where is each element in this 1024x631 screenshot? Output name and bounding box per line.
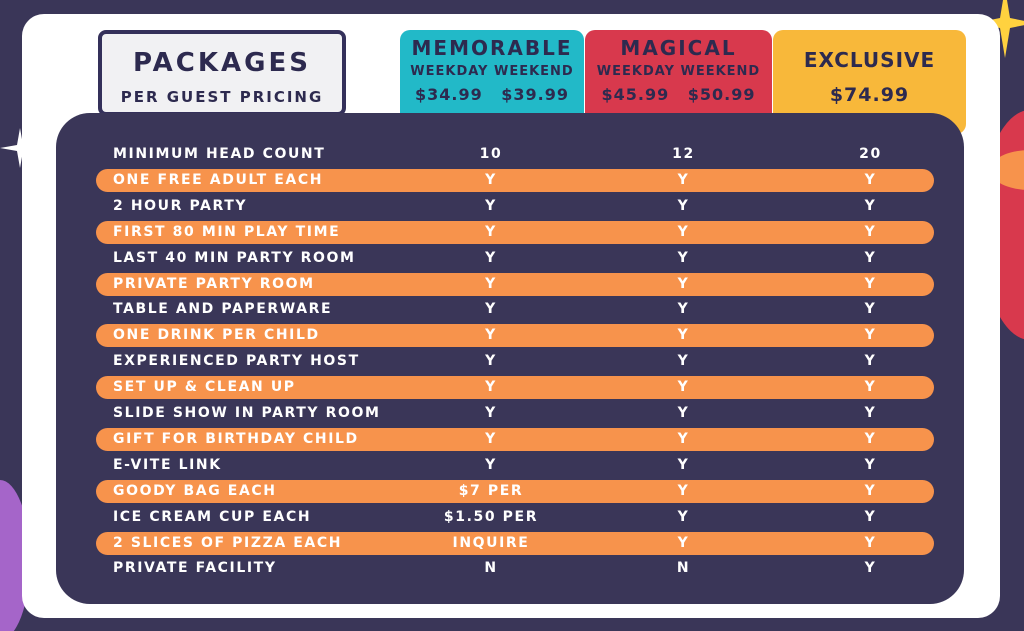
table-row: ONE FREE ADULT EACH Y Y Y (96, 168, 934, 192)
feature-label: PRIVATE FACILITY (113, 560, 277, 577)
exclusive-value: Y (864, 405, 877, 421)
table-row: LAST 40 MIN PARTY ROOM Y Y Y (96, 247, 934, 270)
memorable-value: Y (485, 249, 497, 266)
exclusive-value: Y (864, 534, 877, 551)
table-row: PRIVATE PARTY ROOM Y Y Y (96, 272, 934, 296)
memorable-value: Y (485, 171, 497, 188)
memorable-value: Y (485, 430, 497, 447)
table-row: GOODY BAG EACH $7 PER Y Y (96, 479, 934, 503)
exclusive-value: Y (864, 171, 877, 188)
memorable-value: $1.50 PER (443, 508, 539, 525)
feature-label: GOODY BAG EACH (113, 482, 277, 499)
package-name: MEMORABLE (411, 36, 573, 60)
feature-label: SET UP & CLEAN UP (113, 379, 296, 396)
table-row: GIFT FOR BIRTHDAY CHILD Y Y Y (96, 427, 934, 451)
exclusive-value: Y (864, 379, 877, 396)
feature-label: TABLE AND PAPERWARE (113, 301, 333, 318)
memorable-value: INQUIRE (452, 534, 530, 551)
package-prices: $34.99 $39.99 (414, 85, 570, 104)
package-name: MAGICAL (620, 36, 737, 60)
exclusive-value: Y (864, 223, 877, 240)
magical-value: Y (677, 197, 690, 214)
magical-value: N (676, 560, 691, 577)
feature-label: ONE FREE ADULT EACH (113, 171, 324, 188)
table-row: SLIDE SHOW IN PARTY ROOM Y Y Y (96, 402, 934, 425)
feature-label: FIRST 80 MIN PLAY TIME (113, 223, 341, 240)
memorable-value: N (484, 560, 498, 577)
package-days: WEEKDAY WEEKEND (410, 64, 574, 79)
exclusive-value: Y (864, 456, 877, 473)
memorable-value: Y (485, 301, 497, 318)
table-row: ICE CREAM CUP EACH $1.50 PER Y Y (96, 506, 934, 529)
table-row: E-VITE LINK Y Y Y (96, 454, 934, 477)
table-row: FIRST 80 MIN PLAY TIME Y Y Y (96, 220, 934, 244)
packages-title-box: PACKAGES PER GUEST PRICING (98, 30, 346, 116)
magical-value: Y (677, 301, 690, 318)
package-name: EXCLUSIVE (803, 48, 936, 72)
exclusive-value: Y (864, 197, 877, 214)
memorable-value: Y (485, 197, 497, 214)
exclusive-value: Y (864, 275, 877, 292)
package-days: WEEKDAY WEEKEND (596, 64, 761, 79)
feature-label: 2 SLICES OF PIZZA EACH (113, 534, 343, 551)
magical-value: Y (677, 534, 690, 551)
package-prices: $45.99 $50.99 (601, 85, 756, 104)
feature-label: 2 HOUR PARTY (113, 197, 248, 214)
table-row: TABLE AND PAPERWARE Y Y Y (96, 298, 934, 321)
exclusive-value: 20 (859, 146, 882, 162)
memorable-value: Y (485, 379, 497, 396)
magical-value: Y (677, 456, 690, 473)
magical-value: Y (677, 327, 690, 344)
feature-table-panel (56, 113, 964, 604)
table-row: PRIVATE FACILITY N N Y (96, 557, 934, 580)
feature-label: LAST 40 MIN PARTY ROOM (113, 249, 356, 266)
feature-label: ONE DRINK PER CHILD (113, 327, 320, 344)
table-row: 2 HOUR PARTY Y Y Y (96, 195, 934, 218)
magical-value: Y (677, 223, 690, 240)
magical-value: Y (677, 430, 690, 447)
table-row: EXPERIENCED PARTY HOST Y Y Y (96, 350, 934, 373)
magical-value: Y (677, 353, 690, 370)
page-title: PACKAGES (133, 48, 311, 78)
table-row: 2 SLICES OF PIZZA EACH INQUIRE Y Y (96, 531, 934, 555)
table-row: MINIMUM HEAD COUNT 10 12 20 (96, 143, 934, 166)
feature-label: SLIDE SHOW IN PARTY ROOM (113, 405, 381, 421)
feature-label: PRIVATE PARTY ROOM (113, 275, 315, 292)
page-subtitle: PER GUEST PRICING (120, 88, 324, 106)
memorable-value: $7 PER (458, 482, 524, 499)
memorable-value: Y (485, 353, 497, 370)
sparkle-icon (0, 128, 40, 168)
magical-value: 12 (672, 146, 695, 162)
exclusive-value: Y (864, 482, 877, 499)
feature-label: ICE CREAM CUP EACH (113, 508, 312, 525)
exclusive-value: Y (864, 560, 877, 577)
feature-label: EXPERIENCED PARTY HOST (113, 353, 360, 370)
magical-value: Y (677, 379, 690, 396)
feature-label: MINIMUM HEAD COUNT (113, 146, 326, 162)
memorable-value: Y (485, 327, 497, 344)
exclusive-value: Y (864, 327, 877, 344)
exclusive-value: Y (864, 508, 877, 525)
memorable-value: Y (485, 456, 497, 473)
magical-value: Y (677, 405, 690, 421)
feature-label: E-VITE LINK (113, 456, 222, 473)
exclusive-value: Y (864, 353, 877, 370)
exclusive-value: Y (864, 430, 877, 447)
exclusive-value: Y (864, 249, 877, 266)
magical-value: Y (677, 482, 690, 499)
magical-value: Y (677, 171, 690, 188)
memorable-value: Y (485, 405, 497, 421)
table-row: ONE DRINK PER CHILD Y Y Y (96, 324, 934, 348)
magical-value: Y (677, 249, 690, 266)
memorable-value: Y (485, 223, 497, 240)
table-row: SET UP & CLEAN UP Y Y Y (96, 376, 934, 400)
feature-label: GIFT FOR BIRTHDAY CHILD (113, 430, 359, 447)
memorable-value: 10 (479, 146, 503, 162)
magical-value: Y (677, 275, 690, 292)
package-price: $74.99 (829, 84, 910, 106)
magical-value: Y (677, 508, 690, 525)
memorable-value: Y (485, 275, 497, 292)
exclusive-value: Y (864, 301, 877, 318)
